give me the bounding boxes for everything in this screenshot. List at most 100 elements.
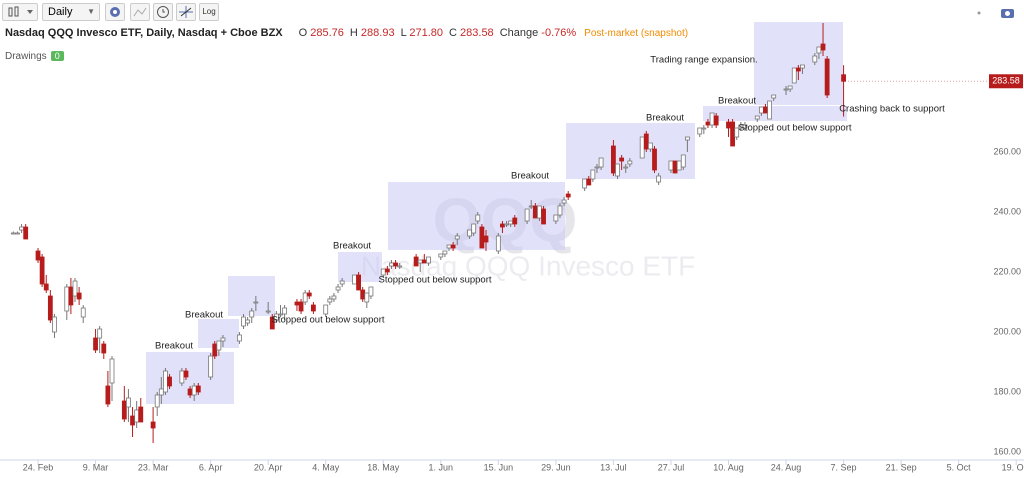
candle-body (19, 226, 24, 231)
log-button[interactable]: Log (199, 3, 219, 21)
candle-body (598, 157, 604, 168)
ohlc-value: 285.76 (310, 27, 344, 39)
candle-body (726, 121, 731, 129)
x-tick-label: 24. Aug (771, 462, 802, 472)
candle-body (627, 160, 633, 165)
change-value: -0.76% (541, 27, 577, 39)
y-tick-label: 200.00 (993, 326, 1021, 336)
candle-body (532, 205, 538, 219)
candle-body (730, 121, 736, 147)
candle-body (352, 274, 357, 285)
candle-body (652, 148, 657, 171)
log-label: Log (202, 7, 216, 16)
candle-body (417, 259, 423, 264)
candle-body (389, 262, 394, 267)
ohlc-value: 288.93 (360, 27, 395, 39)
x-tick-label: 1. Jun (429, 462, 454, 472)
camera-icon[interactable] (1000, 6, 1016, 20)
candle-body (68, 286, 74, 306)
candle-body (705, 121, 711, 126)
candle-body (495, 235, 501, 252)
candle-body (500, 223, 505, 228)
candle-body (771, 94, 777, 99)
candle-body (684, 136, 690, 141)
drawings[interactable]: Drawings 0 (5, 51, 64, 62)
annotation: Breakout (511, 171, 549, 182)
candle-body (208, 355, 214, 378)
candle-body (820, 43, 826, 51)
candle-body (438, 253, 444, 258)
candle-body (680, 154, 686, 168)
candle-body (467, 229, 472, 237)
candle-body (195, 385, 201, 393)
ohlc-values: O 285.76 H 288.93 L 271.80 C 283.58 (293, 27, 494, 39)
candle-body (72, 280, 78, 297)
y-tick-label: 240.00 (993, 206, 1021, 216)
candle-body (541, 208, 546, 225)
candle-body (586, 178, 592, 186)
candle-body (121, 400, 127, 420)
candle-body (138, 406, 144, 423)
candle-body (512, 217, 518, 225)
candle-body (524, 208, 530, 222)
candle-body (101, 343, 107, 354)
last-price-tag (989, 74, 1023, 89)
indicator-button[interactable] (130, 3, 150, 21)
candle-body (273, 313, 279, 321)
candle-body (426, 256, 431, 264)
candle-body (594, 166, 600, 169)
candle-body (364, 292, 370, 303)
interval-select[interactable]: Daily ▼ (42, 3, 100, 21)
candle-body (656, 175, 662, 183)
dot-icon (977, 11, 981, 15)
x-tick-label: 10. Aug (713, 462, 744, 472)
annotation: Breakout (333, 241, 371, 252)
candle-body (150, 421, 156, 429)
candle-body (64, 286, 70, 312)
drawings-count: 0 (50, 51, 64, 61)
chart-type-icon (8, 6, 33, 17)
candle-body (795, 67, 801, 72)
candle-body (187, 388, 193, 396)
candle-body (561, 199, 567, 204)
candle-body (672, 160, 678, 174)
candle-body (450, 244, 456, 249)
x-tick-label: 23. Mar (138, 462, 169, 472)
candle-body (310, 304, 316, 312)
candle-body (130, 415, 135, 426)
highlight-box (754, 22, 843, 105)
candle-body (220, 337, 226, 342)
candle-body (479, 226, 485, 249)
ohlc-label: H (349, 27, 358, 39)
candle-body (800, 64, 805, 69)
candle-body (109, 358, 115, 384)
crosshair-button[interactable] (176, 3, 196, 21)
candle-body (639, 136, 645, 159)
candle-body (335, 286, 341, 291)
candle-body (356, 274, 361, 291)
annotation: Stopped out below support (378, 275, 491, 286)
instrument-title: Nasdaq QQQ Invesco ETF, Daily, Nasdaq + … (5, 27, 283, 39)
x-tick-label: 21. Sep (886, 462, 917, 472)
annotation: Stopped out below support (271, 315, 384, 326)
y-tick-label: 160.00 (993, 446, 1021, 456)
candle-body (80, 307, 86, 318)
candle-body (565, 193, 571, 198)
candle-body (697, 127, 703, 135)
candle-body (306, 292, 312, 297)
x-tick-label: 19. Oct (1002, 462, 1024, 472)
candle-body (668, 160, 674, 171)
settings-button[interactable] (105, 3, 125, 21)
chart-type-button[interactable] (2, 3, 38, 21)
time-button[interactable] (153, 3, 173, 21)
candle-body (282, 307, 288, 315)
x-tick-label: 6. Apr (199, 462, 223, 472)
ohlc-label: L (400, 27, 407, 39)
candle-body (734, 127, 740, 138)
candle-body (97, 328, 103, 339)
candle-body (553, 214, 559, 222)
x-tick-label: 18. May (367, 462, 400, 472)
x-tick-label: 7. Sep (831, 462, 857, 472)
candle-body (216, 340, 222, 351)
